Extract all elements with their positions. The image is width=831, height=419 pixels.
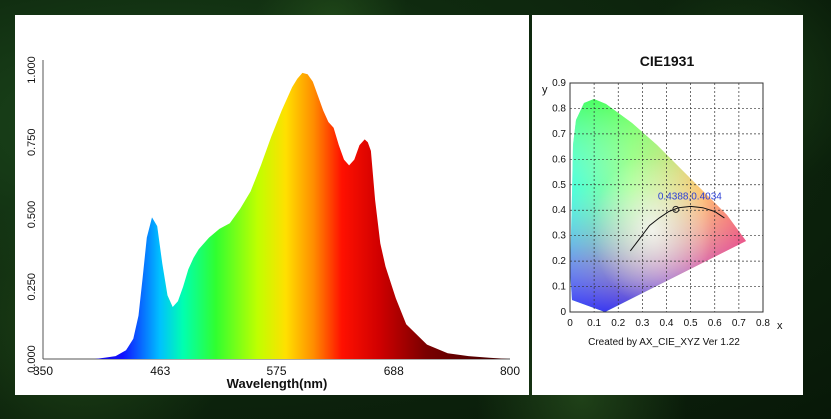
cie-y-tick-label: 0 xyxy=(560,307,566,318)
spectrum-area xyxy=(94,72,510,360)
cie-x-tick-label: 0 xyxy=(567,318,573,329)
chromaticity-point-label: 0.4388,0.4034 xyxy=(658,191,722,202)
cie-x-tick-label: 0.3 xyxy=(635,318,649,329)
cie-y-tick-label: 0.9 xyxy=(552,78,566,89)
cie-footer: Created by AX_CIE_XYZ Ver 1.22 xyxy=(588,337,740,348)
spectrum-curve xyxy=(94,72,510,360)
planckian-locus xyxy=(629,205,725,252)
cie-grid xyxy=(569,82,764,313)
spectrum-chart: 350 463 575 688 800 0.000 0.250 0.500 0.750 1.00… xyxy=(26,56,520,391)
cie-y-tick-label: 0.1 xyxy=(552,282,566,293)
cie-x-tick-label: 0.8 xyxy=(756,318,770,329)
spectrum-y-tick-label: 0.500 xyxy=(26,201,38,229)
cie-chart: CIE1931 y x 0 0.1 0.2 0.3 0.4 0.5 0.6 0.7 0.8 0 0.… xyxy=(542,53,783,348)
chromaticity-point xyxy=(672,205,680,213)
cie-panel: CIE1931 y x 0 0.1 0.2 0.3 0.4 0.5 0.6 0.7 0.8 0 0.… xyxy=(532,15,803,395)
spectrum-y-ticks: 0.000 0.250 0.500 0.750 1.000 xyxy=(26,56,38,373)
spectrum-y-tick-label: 0.750 xyxy=(26,128,38,156)
spectrum-x-tick-label: 800 xyxy=(500,364,520,378)
spectrum-panel: 350 463 575 688 800 0.000 0.250 0.500 0.750 1.00… xyxy=(15,15,529,395)
spectrum-x-tick-label: 688 xyxy=(384,364,404,378)
cie-y-tick-label: 0.7 xyxy=(552,129,566,140)
spectrum-y-tick-label: 0.000 xyxy=(26,345,38,373)
spectrum-x-tick-label: 350 xyxy=(33,364,53,378)
spectrum-y-tick-label: 0.250 xyxy=(26,273,38,301)
cie-x-tick-label: 0.1 xyxy=(587,318,601,329)
cie-x-tick-label: 0.6 xyxy=(708,318,722,329)
cie-y-axis-label: y xyxy=(542,84,548,96)
cie-y-tick-label: 0.6 xyxy=(552,154,566,165)
cie-x-tick-label: 0.4 xyxy=(660,318,674,329)
cie-x-axis-label: x xyxy=(777,320,783,332)
cie-y-tick-label: 0.2 xyxy=(552,256,566,267)
cie-ticks: 0 0.1 0.2 0.3 0.4 0.5 0.6 0.7 0.8 0 0.1 0.2 0.3 0.4 0.… xyxy=(552,78,770,329)
spectrum-x-axis-label: Wavelength(nm) xyxy=(227,376,328,391)
spectrum-x-tick-label: 575 xyxy=(266,364,286,378)
spectrum-y-tick-label: 1.000 xyxy=(26,56,38,84)
spectrum-x-ticks: 350 463 575 688 800 xyxy=(33,364,520,378)
cie-x-tick-label: 0.5 xyxy=(684,318,698,329)
cie-x-tick-label: 0.2 xyxy=(611,318,625,329)
cie-x-tick-label: 0.7 xyxy=(732,318,746,329)
cie-title: CIE1931 xyxy=(640,53,695,69)
cie-y-tick-label: 0.4 xyxy=(552,205,566,216)
cie-y-tick-label: 0.8 xyxy=(552,103,566,114)
spectrum-x-tick-label: 463 xyxy=(150,364,170,378)
cie-y-tick-label: 0.5 xyxy=(552,180,566,191)
cie-y-tick-label: 0.3 xyxy=(552,231,566,242)
